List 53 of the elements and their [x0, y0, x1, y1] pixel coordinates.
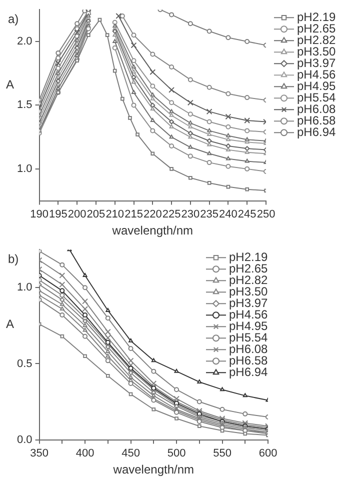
legend-label: pH4.56	[229, 307, 268, 322]
x-tick-label: 210	[106, 208, 124, 220]
y-axis-title: A	[6, 317, 14, 332]
legend-label: pH6.08	[229, 342, 268, 356]
legend-label: pH2.65	[297, 21, 336, 36]
legend-label: pH4.95	[229, 318, 268, 333]
x-tick-label: 225	[162, 208, 181, 220]
x-tick-label: 215	[124, 208, 143, 220]
x-tick-label: 240	[219, 208, 238, 220]
legend-label: pH3.97	[229, 296, 268, 310]
legend-label: pH6.08	[297, 102, 336, 116]
x-tick-label: 205	[86, 208, 106, 220]
legend-label: pH3.97	[297, 56, 336, 70]
legend-label: pH6.58	[297, 113, 336, 128]
legend-label: pH3.50	[229, 284, 268, 298]
y-tick-label: 1.5	[16, 99, 32, 112]
legend-label: pH2.82	[229, 272, 268, 287]
chart-title: a)	[8, 12, 19, 26]
legend-label: pH4.56	[297, 67, 336, 82]
y-tick-label: 1.0	[16, 282, 32, 294]
x-tick-label: 450	[122, 447, 140, 460]
legend-label: pH6.94	[297, 124, 336, 139]
x-tick-label: 230	[181, 208, 200, 220]
legend-label: pH2.65	[229, 261, 268, 276]
legend-label: pH2.19	[297, 10, 336, 24]
x-axis-title: wavelength/nm	[112, 462, 194, 476]
x-tick-label: 350	[30, 447, 48, 460]
y-tick-label: 0.0	[16, 434, 32, 446]
x-tick-label: 190	[30, 208, 48, 220]
x-tick-label: 500	[167, 447, 186, 460]
legend-label: pH5.54	[229, 330, 268, 344]
x-axis-title: wavelength/nm	[111, 223, 194, 238]
x-tick-label: 600	[258, 447, 278, 460]
legend-label: pH6.94	[229, 364, 268, 379]
y-tick-label: 0.5	[16, 358, 32, 370]
y-axis-title: A	[6, 78, 14, 92]
legend-label: pH6.58	[229, 353, 268, 368]
legend-label: pH4.95	[297, 78, 336, 93]
legend-label: pH5.54	[297, 90, 336, 104]
x-tick-label: 245	[238, 208, 256, 220]
y-tick-label: 1.0	[16, 162, 32, 175]
chart-title: b)	[8, 252, 19, 266]
x-tick-label: 195	[49, 208, 68, 220]
x-tick-label: 550	[213, 447, 232, 460]
x-tick-label: 200	[68, 208, 86, 220]
legend-label: pH2.19	[229, 250, 268, 264]
x-tick-label: 400	[76, 447, 94, 460]
x-tick-label: 235	[200, 208, 219, 220]
x-tick-label: 250	[256, 208, 276, 220]
legend-label: pH2.82	[297, 32, 336, 47]
x-tick-label: 220	[143, 208, 162, 220]
legend-label: pH3.50	[297, 44, 336, 58]
y-tick-label: 2.0	[16, 36, 32, 48]
